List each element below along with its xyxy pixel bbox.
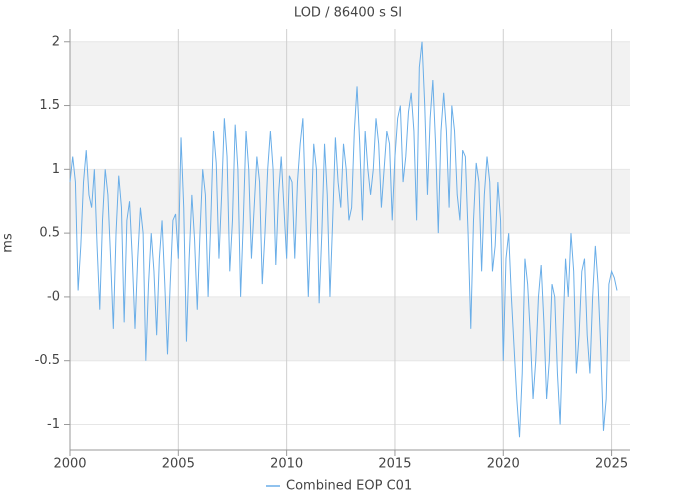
y-tick-label: 0.5 xyxy=(39,226,60,241)
y-tick-label: 1 xyxy=(52,162,60,177)
x-tick-label: 2015 xyxy=(378,457,411,472)
chart-title: LOD / 86400 s SI xyxy=(294,6,402,21)
series-line xyxy=(69,41,618,438)
y-tick-label: -0.5 xyxy=(35,353,60,368)
grid-band xyxy=(70,169,630,234)
y-tick-label: -1 xyxy=(47,417,60,432)
y-axis-label: ms xyxy=(1,233,16,253)
y-tick-label: 2 xyxy=(52,34,60,49)
x-tick-label: 2000 xyxy=(53,457,86,472)
y-tick-label: -0 xyxy=(47,289,60,304)
y-tick-label: 1.5 xyxy=(39,98,60,113)
x-tick-label: 2005 xyxy=(162,457,195,472)
grid-band xyxy=(70,296,630,361)
grid-band xyxy=(70,41,630,106)
legend-label: Combined EOP C01 xyxy=(286,479,412,494)
x-tick-label: 2020 xyxy=(487,457,520,472)
x-tick-label: 2025 xyxy=(595,457,628,472)
x-tick-label: 2010 xyxy=(270,457,303,472)
